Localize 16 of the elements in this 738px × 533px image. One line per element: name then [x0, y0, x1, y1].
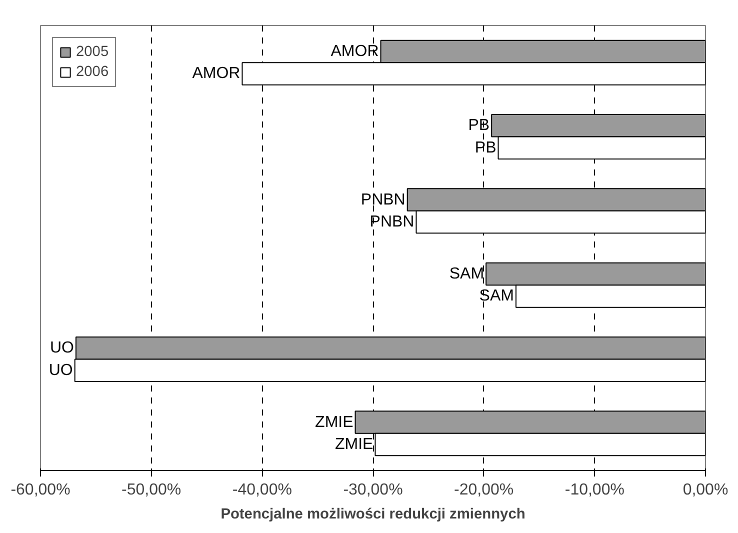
category-label: SAM	[479, 288, 514, 305]
x-tick-label: -30,00%	[343, 482, 403, 498]
legend-label: 2006	[76, 64, 109, 80]
legend-label: 2005	[76, 44, 109, 60]
x-tick-label: -10,00%	[564, 482, 624, 498]
category-label: UO	[48, 362, 73, 379]
x-tick-label: -40,00%	[232, 482, 292, 498]
x-tick-label: -20,00%	[454, 482, 514, 498]
category-label: PB	[474, 139, 496, 156]
category-label: ZMIE	[315, 414, 354, 431]
x-axis-title: Potencjalne możliwości redukcji zmiennych	[220, 506, 526, 522]
category-label: PNBN	[370, 214, 414, 231]
x-tick-label: 0,00%	[682, 482, 728, 498]
x-tick-label: -60,00%	[10, 482, 70, 498]
category-label: AMOR	[192, 65, 240, 82]
x-tick-label: -50,00%	[122, 482, 182, 498]
